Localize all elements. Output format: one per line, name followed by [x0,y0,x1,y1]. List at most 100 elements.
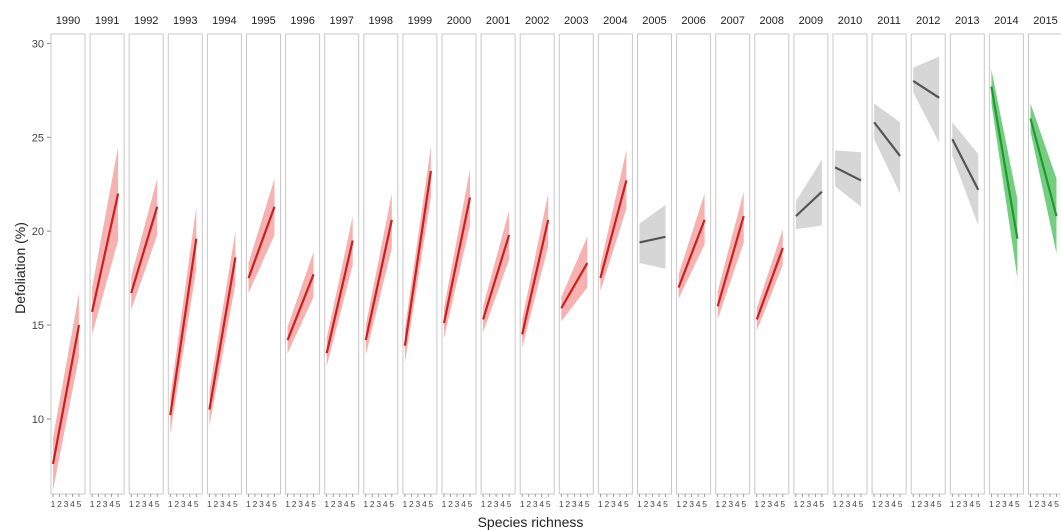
x-tick-label: 4 [696,499,701,509]
confidence-band [561,236,588,322]
panel-year-label: 2000 [447,15,471,27]
x-tick-label: 4 [461,499,466,509]
confidence-band [287,251,314,354]
panel-year-label: 2009 [799,15,823,27]
x-tick-label: 1 [51,499,56,509]
x-tick-label: 4 [930,499,935,509]
panel-frame [676,33,712,495]
x-tick-label: 1 [872,499,877,509]
panel-frame [988,33,1024,495]
panel-frame [402,33,438,495]
x-tick-label: 1 [168,499,173,509]
x-tick-label: 2 [722,499,727,509]
confidence-band [874,103,901,194]
panel-frame [324,33,360,495]
confidence-band [131,178,158,310]
x-tick-label: 2 [761,499,766,509]
panel-2001: 2001 1 2 3 4 5 [480,15,516,509]
x-tick-label: 2 [96,499,101,509]
confidence-band [795,159,822,230]
fit-line [247,206,276,279]
x-tick-label: 5 [741,499,746,509]
x-tick-label: 4 [813,499,818,509]
fit-line [795,190,823,217]
x-tick-label: 5 [311,499,316,509]
y-tick-label: 25 [32,132,44,144]
x-tick-label: 1 [833,499,838,509]
x-tick-label: 5 [702,499,707,509]
x-tick-label: 3 [181,499,186,509]
x-tick-label: 5 [585,499,590,509]
x-tick-label: 4 [344,499,349,509]
fit-line [521,219,550,335]
x-tick-label: 1 [559,499,564,509]
x-tick-label: 3 [142,499,147,509]
x-tick-label: 2 [370,499,375,509]
confidence-band [913,56,940,143]
panel-2007: 2007 1 2 3 4 5 [715,15,751,509]
x-tick-label: 3 [767,499,772,509]
panel-year-label: 2004 [603,15,627,27]
x-tick-label: 5 [820,499,825,509]
confidence-band [326,216,353,367]
x-tick-label: 1 [989,499,994,509]
panel-year-label: 1992 [134,15,158,27]
y-axis: 10 15 20 25 30 [32,38,51,426]
x-tick-label: 5 [624,499,629,509]
panel-frame [285,33,321,495]
panel-frame [128,33,164,495]
x-tick-label: 4 [969,499,974,509]
y-axis-label: Defoliation (%) [12,222,28,314]
x-tick-label: 3 [220,499,225,509]
fit-line [1029,118,1058,217]
panel-year-label: 2012 [916,15,940,27]
x-axis-label: Species richness [477,514,584,530]
panel-1996: 1996 1 2 3 4 5 [285,15,321,509]
fit-line [91,193,120,313]
x-tick-label: 5 [937,499,942,509]
panel-2000: 2000 1 2 3 4 5 [441,15,477,509]
panel-frame [50,33,86,495]
x-tick-label: 4 [187,499,192,509]
x-tick-label: 4 [148,499,153,509]
x-tick-label: 5 [389,499,394,509]
x-tick-label: 2 [878,499,883,509]
panel-1993: 1993 1 2 3 4 5 [167,15,203,509]
confidence-band [522,193,549,348]
x-tick-label: 3 [64,499,69,509]
x-tick-label: 3 [924,499,929,509]
x-tick-label: 1 [285,499,290,509]
panel-year-label: 2002 [525,15,549,27]
y-tick-label: 15 [32,320,44,332]
x-tick-label: 2 [605,499,610,509]
fit-line [482,234,511,320]
panel-2015: 2015 1 2 3 4 5 [1028,15,1061,509]
panel-frame [597,33,633,495]
confidence-band [639,204,666,269]
panel-1991: 1991 1 2 3 4 5 [89,15,125,509]
panel-frame [206,33,242,495]
fit-line [442,197,472,324]
x-tick-label: 5 [350,499,355,509]
fit-line [364,219,393,341]
fit-line [755,247,784,320]
x-tick-label: 4 [1048,499,1053,509]
x-tick-label: 5 [898,499,903,509]
panel-frame [558,33,594,495]
panel-year-label: 2006 [681,15,705,27]
x-tick-label: 2 [253,499,258,509]
x-tick-label: 1 [129,499,134,509]
x-tick-label: 4 [500,499,505,509]
x-tick-label: 5 [429,499,434,509]
panel-2005: 2005 1 2 3 4 5 [637,15,672,509]
x-tick-label: 2 [800,499,805,509]
x-tick-label: 3 [963,499,968,509]
x-tick-label: 2 [448,499,453,509]
y-tick-label: 30 [32,38,44,50]
x-tick-label: 5 [155,499,160,509]
x-tick-label: 4 [578,499,583,509]
x-tick-label: 4 [735,499,740,509]
x-tick-label: 5 [233,499,238,509]
x-tick-label: 3 [572,499,577,509]
panel-year-label: 2001 [486,15,510,27]
